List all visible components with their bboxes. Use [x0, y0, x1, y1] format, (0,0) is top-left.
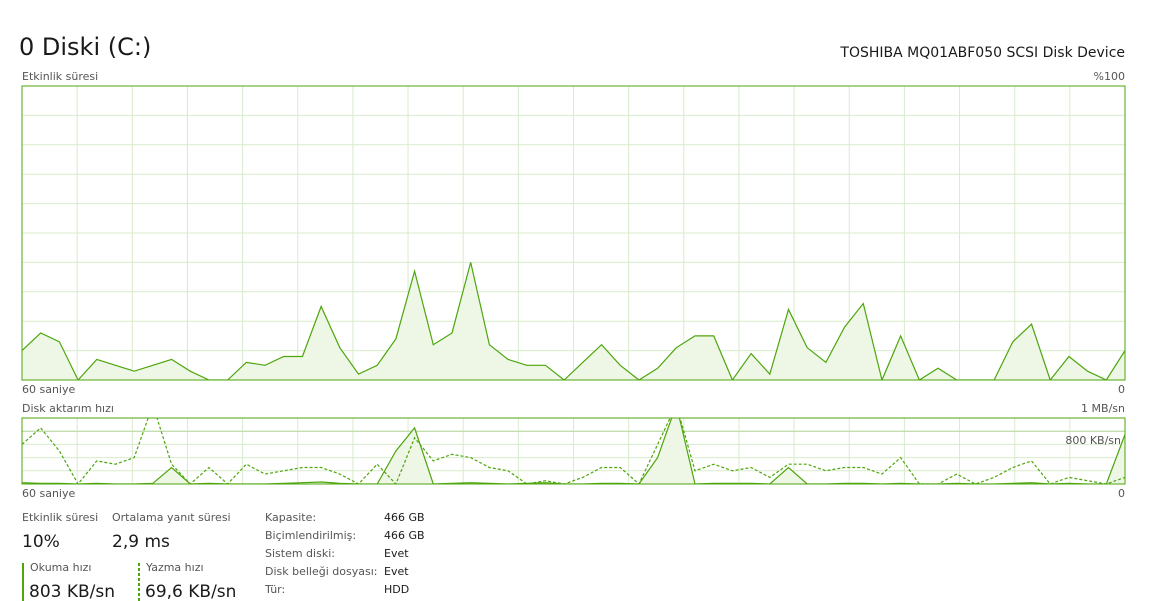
stat-value: 803 KB/sn: [29, 582, 115, 601]
chart-min: 0: [1118, 383, 1125, 396]
chart-max: 1 MB/sn: [1081, 402, 1125, 415]
reference-label: 800 KB/sn: [1065, 434, 1121, 447]
property-label: Disk belleği dosyası:: [265, 565, 377, 578]
property-label: Tür:: [264, 583, 285, 596]
stat-value: 10%: [22, 532, 60, 552]
stat-label: Yazma hızı: [145, 561, 204, 574]
chart-frame: [21, 417, 1126, 485]
device-name: TOSHIBA MQ01ABF050 SCSI Disk Device: [839, 45, 1125, 61]
property-label: Sistem diski:: [265, 547, 335, 560]
property-value: 466 GB: [384, 511, 425, 524]
stat-label: Okuma hızı: [30, 561, 91, 574]
chart-time: 60 saniye: [22, 487, 76, 500]
property-value: Evet: [384, 547, 409, 560]
stat-label: Etkinlik süresi: [22, 511, 98, 524]
title: 0 Diski (C:): [19, 33, 151, 61]
property-label: Biçimlendirilmiş:: [265, 529, 356, 542]
property-value: HDD: [384, 583, 409, 596]
line: [22, 418, 1125, 484]
chart-label: Etkinlik süresi: [22, 70, 98, 83]
line: [22, 262, 1125, 380]
property-value: 466 GB: [384, 529, 425, 542]
stat-value: 69,6 KB/sn: [145, 582, 236, 601]
chart-frame: [21, 85, 1126, 381]
property-label: Kapasite:: [265, 511, 316, 524]
chart-time: 60 saniye: [22, 383, 76, 396]
chart-min: 0: [1118, 487, 1125, 500]
stat-value: 2,9 ms: [112, 532, 170, 552]
stat-label: Ortalama yanıt süresi: [112, 511, 231, 524]
property-value: Evet: [384, 565, 409, 578]
chart-max: %100: [1094, 70, 1125, 83]
chart-label: Disk aktarım hızı: [22, 402, 114, 415]
area: [22, 262, 1125, 380]
